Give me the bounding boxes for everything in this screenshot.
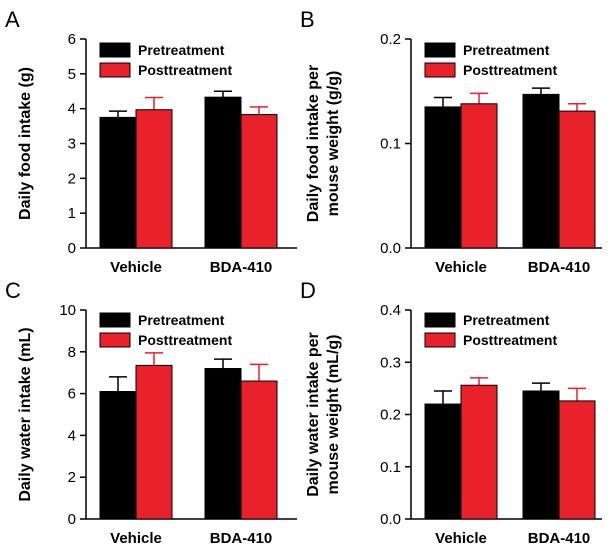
x-category-label: BDA-410 (528, 259, 591, 276)
legend-swatch (99, 62, 131, 78)
bar-posttreatment-bda-410 (240, 114, 278, 249)
bar-pretreatment-vehicle (424, 403, 462, 520)
legend-swatch (99, 312, 131, 328)
y-tick-label: 3 (68, 136, 76, 153)
legend-label: Pretreatment (463, 312, 550, 328)
bar-posttreatment-vehicle (460, 103, 498, 249)
y-tick-label: 1 (68, 205, 76, 222)
legend-label: Pretreatment (138, 42, 225, 58)
bar-pretreatment-vehicle (99, 391, 137, 520)
legend-swatch (424, 42, 456, 58)
y-axis-title: mouse weight (mL/g) (325, 335, 342, 495)
bar-pretreatment-bda-410 (204, 96, 242, 249)
y-tick-label: 4 (68, 427, 76, 444)
y-tick-label: 0.3 (380, 354, 401, 371)
y-tick-label: 6 (68, 386, 76, 403)
legend-swatch (99, 332, 131, 348)
y-tick-label: 0.1 (380, 136, 401, 153)
x-category-label: BDA-410 (528, 530, 591, 547)
legend-label: Posttreatment (138, 62, 232, 78)
bar-posttreatment-vehicle (135, 364, 173, 520)
chart-panel-b: B 0.0 0.1 0.2 Vehicle BDA-410 Pretreatment Post… (300, 7, 602, 276)
panel-letter: C (5, 278, 21, 303)
chart-panel-c: C 0 2 4 6 8 10 Vehicle BDA-410 Pretreatment Posttr… (5, 278, 297, 547)
x-category-label: Vehicle (110, 530, 162, 547)
bar-pretreatment-bda-410 (204, 368, 242, 520)
legend-label: Posttreatment (463, 332, 557, 348)
y-tick-label: 2 (68, 170, 76, 187)
legend-swatch (424, 332, 456, 348)
y-tick-label: 2 (68, 469, 76, 486)
y-axis-title: Daily water intake per (305, 332, 322, 497)
x-category-label: Vehicle (110, 259, 162, 276)
y-tick-label: 4 (68, 101, 76, 118)
panel-letter: B (300, 7, 315, 32)
legend-swatch (424, 62, 456, 78)
y-tick-label: 5 (68, 66, 76, 83)
x-category-label: Vehicle (435, 530, 487, 547)
bar-posttreatment-vehicle (135, 109, 173, 249)
y-tick-label: 10 (59, 302, 76, 319)
panel-letter: A (5, 7, 20, 32)
y-tick-label: 0 (68, 240, 76, 257)
y-tick-label: 0 (68, 511, 76, 528)
x-category-label: BDA-410 (210, 530, 273, 547)
bar-posttreatment-bda-410 (558, 400, 596, 520)
x-category-label: Vehicle (435, 259, 487, 276)
y-axis-title: Daily food intake per (305, 65, 322, 222)
y-tick-label: 0.0 (380, 240, 401, 257)
bar-pretreatment-vehicle (424, 106, 462, 249)
y-tick-label: 0.1 (380, 459, 401, 476)
bar-pretreatment-vehicle (99, 116, 137, 249)
y-axis-title: Daily food intake (g) (17, 67, 34, 220)
y-tick-label: 0.0 (380, 511, 401, 528)
chart-panel-d: D 0.0 0.1 0.2 0.3 0.4 Vehicle BDA-410 Pretreatme… (300, 278, 602, 547)
bar-posttreatment-vehicle (460, 384, 498, 520)
y-tick-label: 0.4 (380, 302, 401, 319)
y-tick-label: 0.2 (380, 31, 401, 48)
bar-posttreatment-bda-410 (240, 380, 278, 520)
bar-pretreatment-bda-410 (522, 390, 560, 520)
bar-posttreatment-bda-410 (558, 110, 596, 249)
y-tick-label: 8 (68, 344, 76, 361)
x-category-label: BDA-410 (210, 259, 273, 276)
y-axis-title: mouse weight (g/g) (325, 71, 342, 217)
legend-label: Pretreatment (463, 42, 550, 58)
chart-panel-a: A 0 1 2 3 4 5 6 Vehicle BDA-410 Pretreatment Posttr… (5, 7, 297, 276)
panel-letter: D (300, 278, 316, 303)
legend-label: Posttreatment (138, 332, 232, 348)
bar-pretreatment-bda-410 (522, 93, 560, 249)
legend-swatch (99, 42, 131, 58)
y-tick-label: 6 (68, 31, 76, 48)
y-axis-title: Daily water intake (mL) (17, 327, 34, 501)
y-tick-label: 0.2 (380, 407, 401, 424)
legend-label: Pretreatment (138, 312, 225, 328)
legend-label: Posttreatment (463, 62, 557, 78)
legend-swatch (424, 312, 456, 328)
